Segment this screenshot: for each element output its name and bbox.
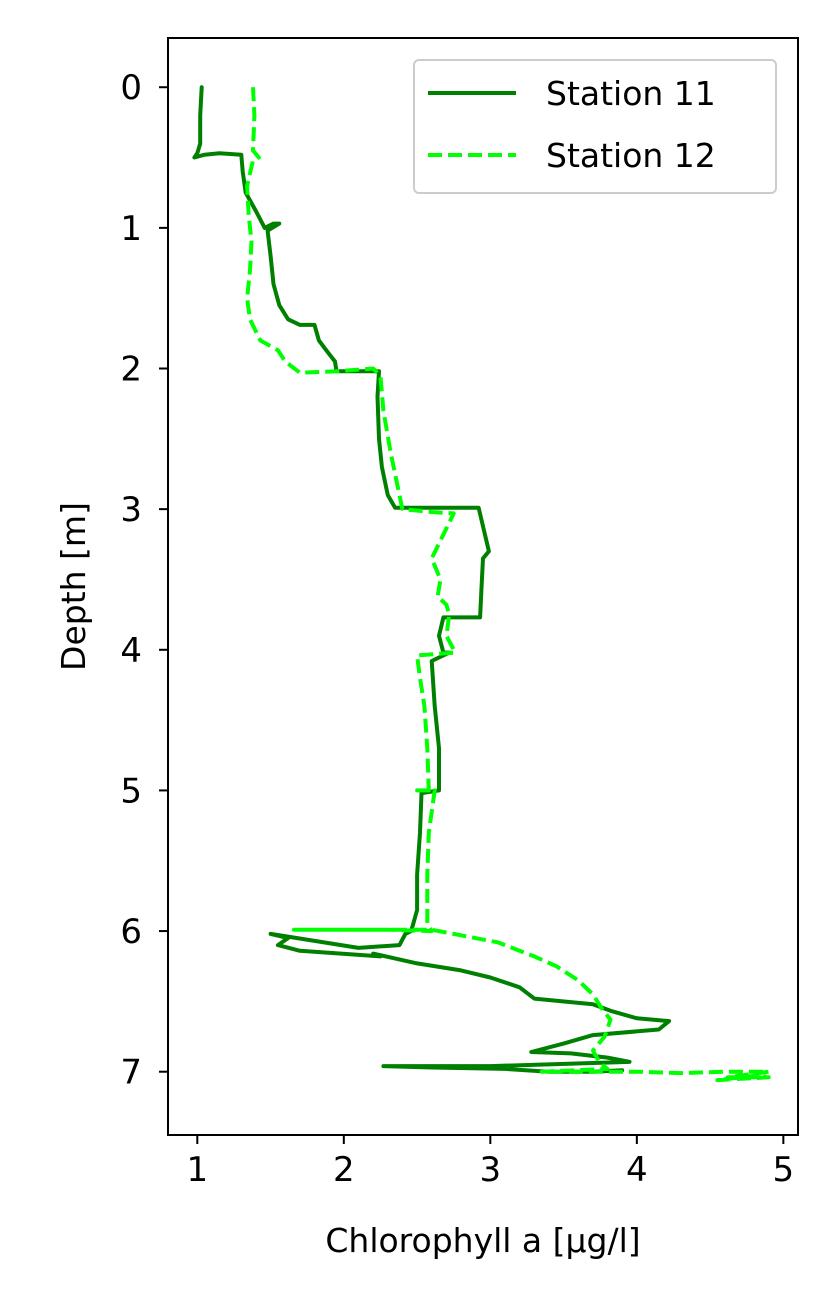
y-tick-label: 0 [120,68,142,108]
y-tick-label: 3 [120,490,142,530]
series-line-station-11 [192,85,672,1074]
legend-label-station-11: Station 11 [546,74,716,113]
y-tick-label: 4 [120,631,142,671]
x-tick-label: 1 [186,1150,208,1190]
x-tick-label: 5 [773,1150,795,1190]
legend-label-station-12: Station 12 [546,136,716,175]
x-tick-label: 2 [333,1150,355,1190]
x-tick-label: 3 [480,1150,502,1190]
legend: Station 11 Station 12 [413,59,777,194]
y-axis-title: Depth [m] [54,502,93,671]
y-tick-label: 6 [120,912,142,952]
y-tick-label: 1 [120,209,142,249]
y-tick-label: 7 [120,1053,142,1093]
series-line-station-12 [245,87,771,1083]
x-tick-label: 4 [626,1150,648,1190]
x-axis-title: Chlorophyll a [µg/l] [325,1221,640,1260]
y-tick-label: 2 [120,350,142,390]
y-tick-label: 5 [120,771,142,811]
series-layer [192,85,771,1083]
plot-frame [167,37,799,1136]
ticks-layer: 1 2 3 4 5 0 1 2 3 4 5 6 7 [120,68,794,1190]
